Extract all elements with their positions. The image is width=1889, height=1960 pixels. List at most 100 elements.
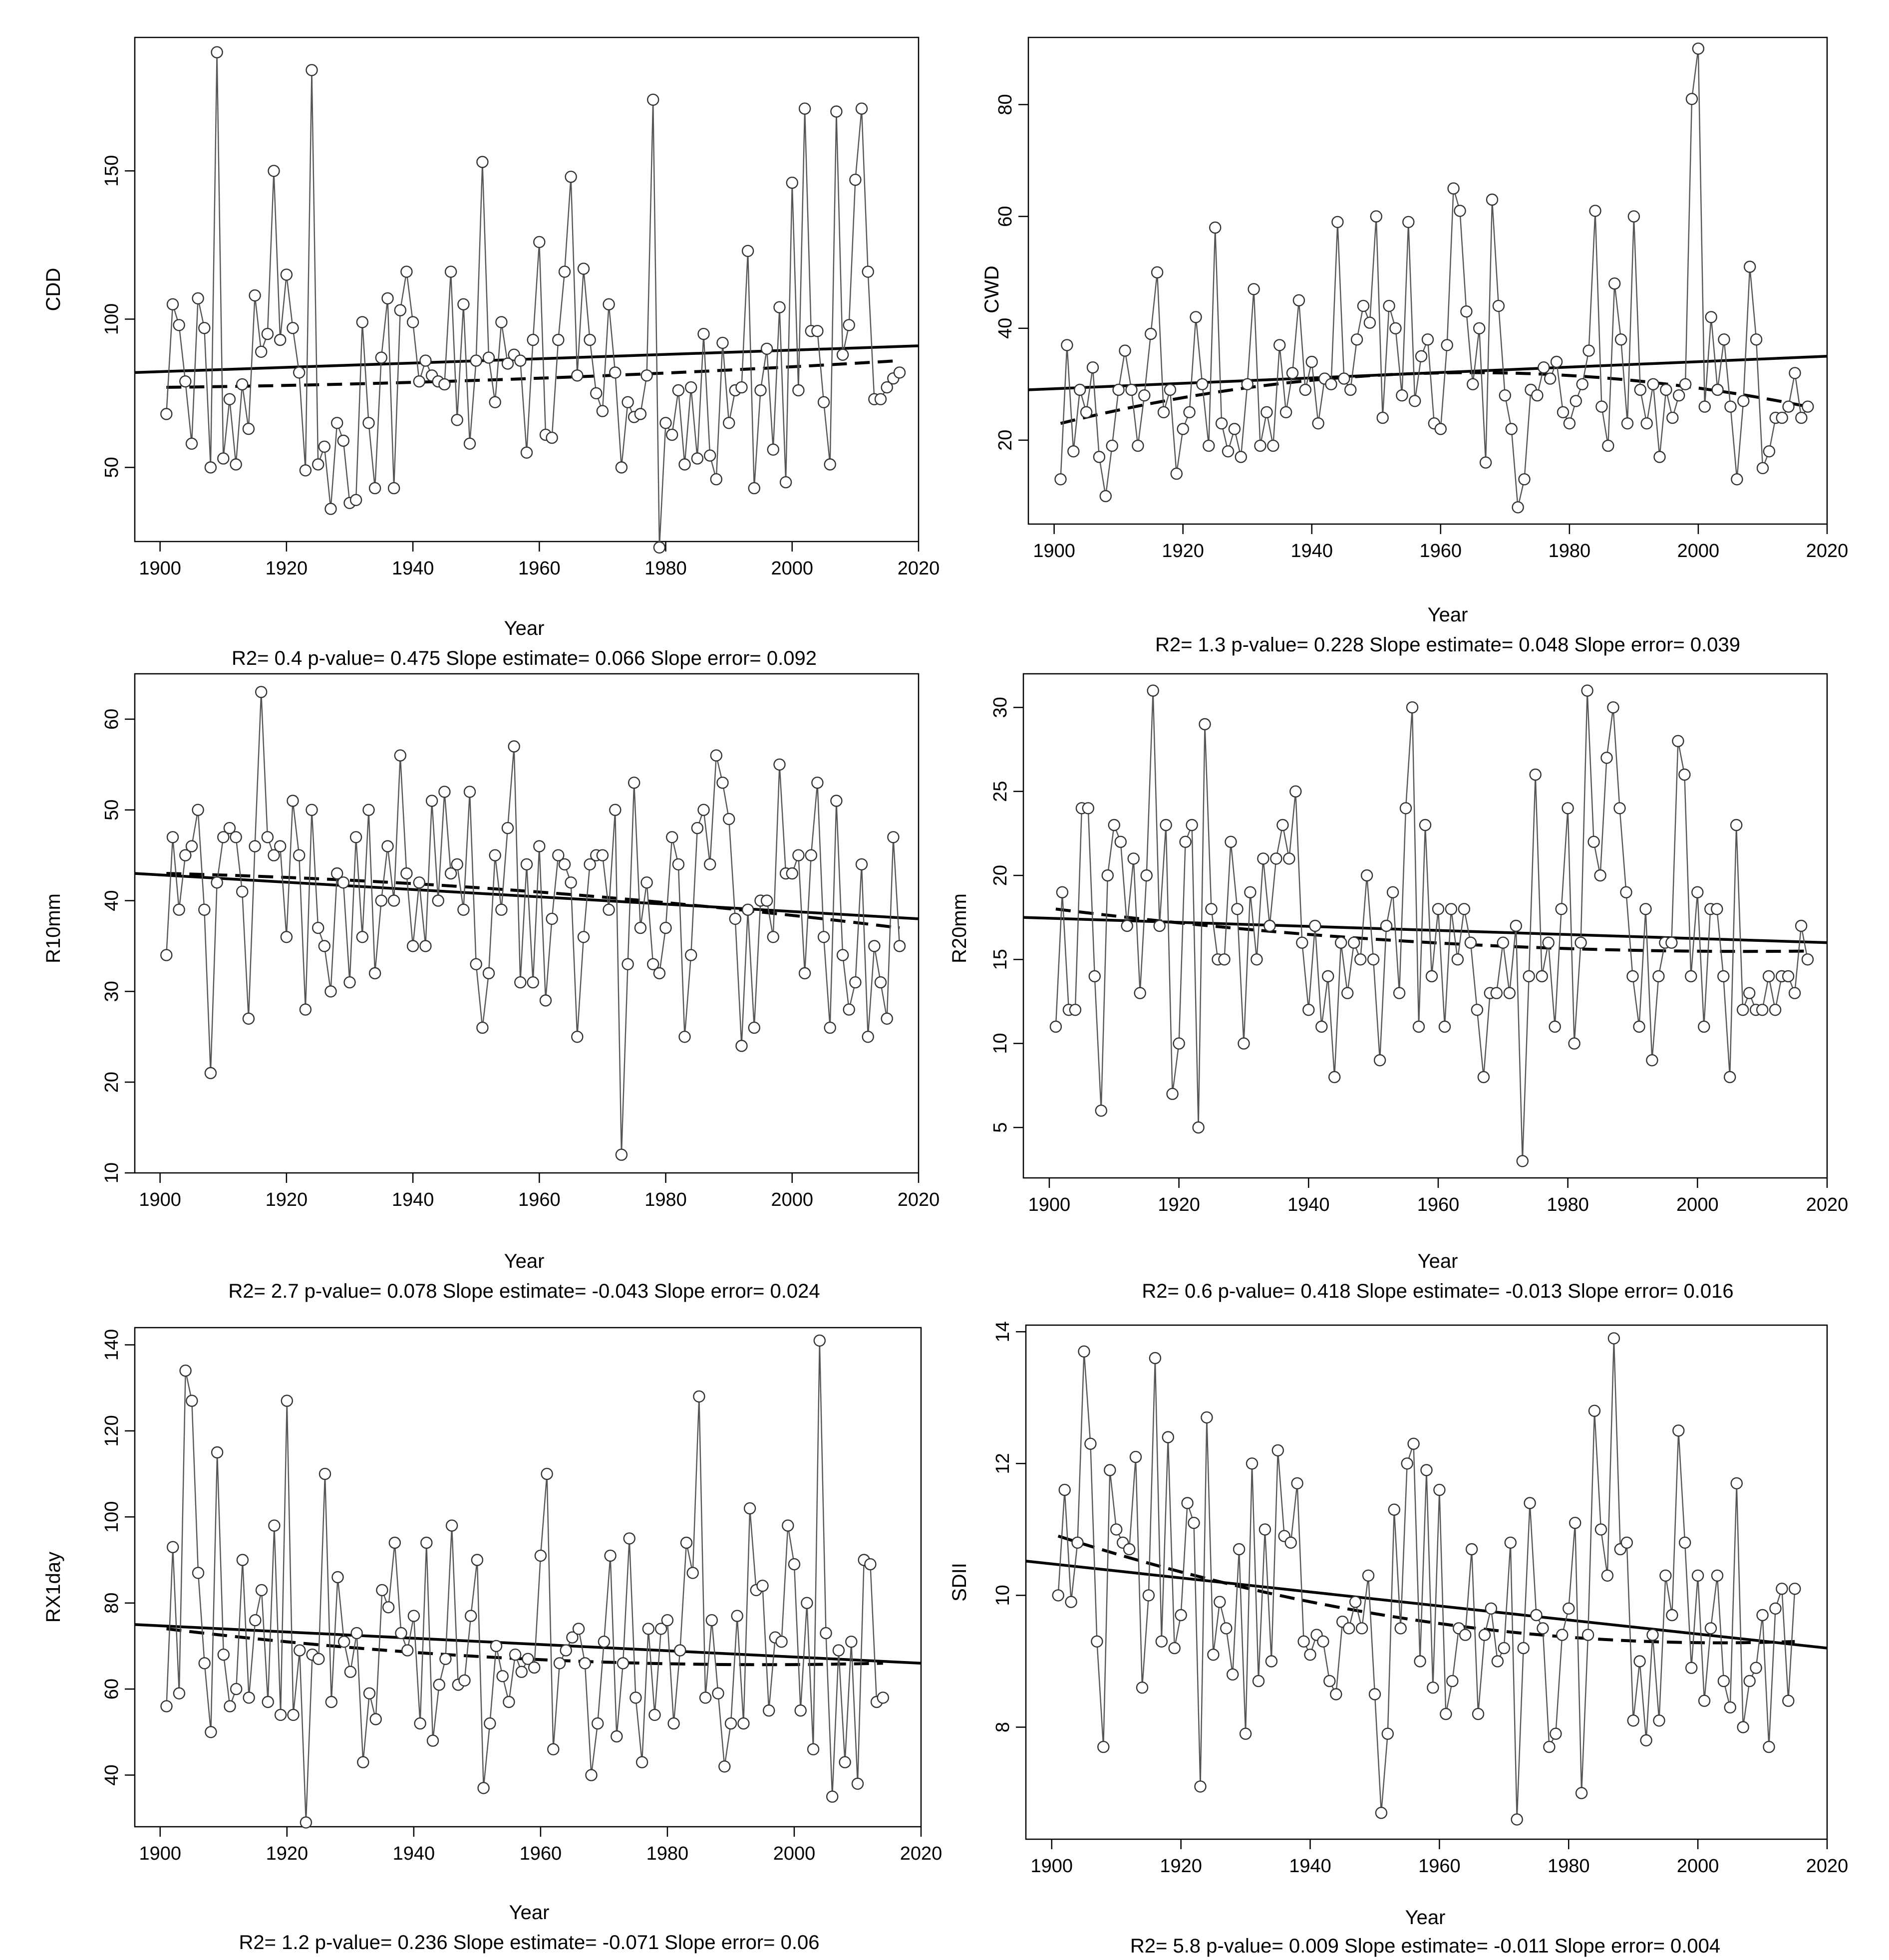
data-point <box>173 903 185 916</box>
data-point <box>1647 378 1659 390</box>
stats-r2-label: R2= <box>228 1280 271 1302</box>
data-point <box>851 1777 864 1790</box>
data-point <box>343 976 356 989</box>
stats-r2-value: 0.4 <box>275 647 303 669</box>
data-point <box>413 375 425 388</box>
data-point <box>1776 411 1788 424</box>
data-point <box>1582 344 1595 357</box>
data-point <box>1363 316 1376 329</box>
data-point <box>565 876 577 889</box>
data-point <box>1170 467 1183 480</box>
data-point <box>786 176 799 189</box>
data-point <box>1239 1727 1252 1740</box>
data-point <box>1524 1497 1536 1509</box>
data-point <box>1289 785 1302 798</box>
data-point <box>166 298 179 310</box>
data-point <box>1142 1589 1155 1602</box>
data-point <box>1350 333 1363 346</box>
data-point <box>817 931 830 943</box>
data-point <box>1536 970 1548 983</box>
data-point <box>1406 701 1419 714</box>
data-point <box>1086 361 1099 374</box>
data-point <box>1342 1622 1355 1635</box>
data-point <box>1082 802 1095 815</box>
data-point <box>1678 1536 1691 1549</box>
data-point <box>1246 1457 1259 1470</box>
data-point <box>1138 389 1151 402</box>
data-point <box>792 849 805 861</box>
data-point <box>665 428 678 441</box>
data-point <box>400 867 413 880</box>
data-point <box>1080 406 1093 419</box>
data-point <box>1331 216 1344 228</box>
data-point <box>1498 1642 1511 1655</box>
data-point <box>1537 1622 1549 1635</box>
data-point <box>584 858 596 871</box>
data-point <box>1743 261 1756 273</box>
data-point <box>242 423 255 435</box>
data-point <box>1321 970 1334 983</box>
data-point <box>541 1467 553 1480</box>
data-point <box>1574 936 1587 949</box>
data-point <box>579 1657 592 1670</box>
data-point <box>546 431 558 444</box>
data-point <box>684 381 697 394</box>
x-tick-label: 1900 <box>1033 541 1075 561</box>
data-point <box>387 894 400 907</box>
data-point <box>1235 451 1248 463</box>
data-point <box>558 266 571 278</box>
data-point <box>716 776 729 789</box>
stats-slope-value: -0.071 <box>603 1932 659 1954</box>
data-point <box>293 849 306 861</box>
data-point <box>1291 1477 1303 1490</box>
stats-r2-label: R2= <box>239 1932 282 1954</box>
data-point <box>634 921 647 934</box>
data-point <box>807 1743 820 1756</box>
stats-error-label: Slope error= <box>1549 1935 1670 1957</box>
y-tick-label: 14 <box>992 1321 1013 1342</box>
data-point <box>1383 299 1395 312</box>
data-point <box>533 236 546 249</box>
data-point <box>604 1549 617 1562</box>
stats-error-label: Slope error= <box>648 1280 770 1302</box>
data-point <box>395 1627 407 1640</box>
data-point <box>375 894 387 907</box>
data-point <box>1743 987 1756 999</box>
data-point <box>204 461 217 474</box>
data-point <box>1097 1740 1110 1753</box>
data-point <box>1589 205 1601 217</box>
data-point <box>596 405 609 417</box>
panel-r10mm-xlabel: Year <box>504 1250 545 1272</box>
data-point <box>1233 1543 1246 1556</box>
data-point <box>1666 1609 1678 1622</box>
data-point <box>1248 283 1260 295</box>
data-point <box>874 976 887 989</box>
data-point <box>420 1536 433 1549</box>
y-tick-label: 50 <box>101 800 122 821</box>
data-point <box>1276 819 1289 832</box>
data-point <box>718 1760 731 1773</box>
data-point <box>1147 684 1159 697</box>
data-point <box>1302 1004 1315 1016</box>
data-point <box>522 1653 534 1666</box>
data-point <box>293 366 306 379</box>
data-point <box>433 1679 445 1691</box>
data-point <box>299 464 312 477</box>
data-point <box>160 1700 173 1712</box>
data-point <box>533 840 546 852</box>
data-point <box>401 1644 414 1657</box>
data-point <box>268 849 280 861</box>
data-point <box>547 1743 560 1756</box>
data-point <box>741 245 754 257</box>
x-tick-label: 1940 <box>1289 1856 1331 1877</box>
data-point <box>349 494 362 506</box>
data-point <box>1181 1497 1194 1509</box>
data-point <box>1433 1483 1446 1496</box>
data-point <box>1194 1780 1207 1793</box>
data-point <box>1486 193 1499 206</box>
data-point <box>223 393 236 405</box>
stats-p-label: p-value= <box>1226 634 1314 656</box>
data-point <box>318 1467 331 1480</box>
data-point <box>748 482 761 495</box>
data-point <box>1401 1457 1413 1470</box>
